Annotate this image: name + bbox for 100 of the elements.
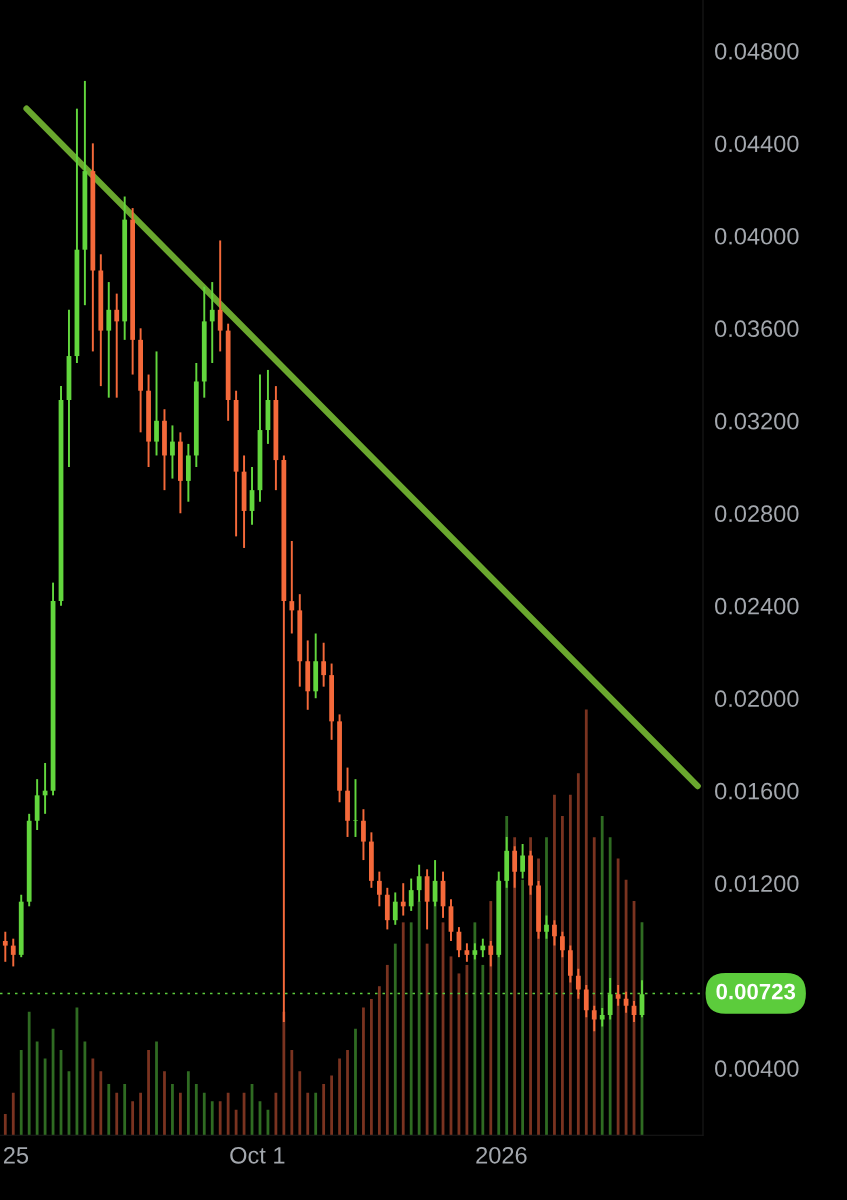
bar <box>600 815 604 1136</box>
y-tick-label: 0.04000 <box>715 227 799 245</box>
y-tick-label: 0.04400 <box>715 135 799 153</box>
candlestick <box>552 919 557 947</box>
bar <box>107 1084 111 1136</box>
y-tick-label: 0.01600 <box>715 782 799 800</box>
x-tick-label: Oct 1 <box>230 1146 285 1164</box>
bar <box>171 1084 174 1136</box>
bar <box>194 1084 198 1136</box>
bar <box>473 922 477 1136</box>
candlestick <box>10 937 16 968</box>
bar <box>218 1101 222 1136</box>
bar <box>202 1092 206 1136</box>
y-tick-label: 0.02400 <box>715 597 799 615</box>
bar <box>123 1084 127 1136</box>
bar <box>481 964 485 1136</box>
candlestick <box>416 863 422 903</box>
candlestick <box>217 239 223 353</box>
bar <box>322 1084 326 1136</box>
candlestick <box>106 281 112 399</box>
candlestick <box>512 845 518 889</box>
y-tick-label: 0.02800 <box>715 505 799 523</box>
bar <box>354 1028 357 1136</box>
bar <box>370 998 373 1136</box>
candlestick <box>392 891 398 926</box>
bar <box>282 1011 286 1136</box>
bar <box>290 1050 294 1136</box>
bar <box>35 1041 39 1136</box>
bar <box>616 858 620 1136</box>
candlestick <box>400 882 406 917</box>
bar <box>19 1050 23 1136</box>
bar <box>139 1092 142 1136</box>
candlestick <box>114 292 120 399</box>
candlestick <box>464 942 470 963</box>
candlestick <box>408 877 414 912</box>
bar <box>377 986 381 1136</box>
candlestick <box>575 967 581 1000</box>
candlestick <box>520 842 525 880</box>
bar <box>545 837 548 1136</box>
bar <box>179 1092 182 1136</box>
bar <box>553 794 556 1136</box>
bar <box>3 1113 7 1136</box>
candlestick <box>615 983 621 1007</box>
bar <box>131 1101 135 1136</box>
ref-line-label: 0.00723 <box>716 983 796 1000</box>
bar <box>210 1101 214 1136</box>
bar <box>489 901 493 1136</box>
candlestick <box>353 778 358 838</box>
bar <box>561 815 564 1136</box>
bar <box>155 1041 158 1136</box>
bar <box>83 1041 87 1136</box>
candlestick <box>583 983 589 1019</box>
bar <box>425 943 429 1136</box>
bar <box>568 794 572 1136</box>
bar <box>147 1050 150 1136</box>
candlestick <box>2 930 8 963</box>
bar <box>592 837 596 1136</box>
bar <box>99 1071 103 1136</box>
candlestick <box>170 424 175 480</box>
candlestick <box>289 540 295 635</box>
bar <box>417 901 421 1136</box>
candlestick <box>376 870 382 908</box>
candlestick <box>480 937 486 959</box>
bar <box>393 943 397 1136</box>
bar <box>362 1007 365 1136</box>
bar <box>186 1071 190 1136</box>
x-tick-label: 25 <box>3 1146 29 1164</box>
bar <box>576 773 580 1136</box>
candlestick <box>488 940 494 968</box>
bar <box>346 1050 349 1136</box>
bar <box>338 1058 341 1136</box>
bar <box>314 1092 318 1136</box>
y-tick-label: 0.01200 <box>715 875 799 892</box>
y-tick-label: 0.03600 <box>715 320 799 338</box>
bar <box>27 1011 31 1136</box>
candlestick <box>361 808 366 862</box>
candlestick <box>591 1004 597 1033</box>
bar <box>385 964 389 1136</box>
bar <box>115 1092 119 1136</box>
candlestick <box>209 281 215 364</box>
bar <box>401 922 405 1136</box>
bar <box>298 1071 302 1136</box>
bar <box>330 1075 333 1136</box>
candlestick <box>321 641 327 688</box>
bar <box>584 709 588 1136</box>
bar <box>306 1092 310 1136</box>
candlestick <box>154 350 159 457</box>
x-tick-label: 2026 <box>476 1146 527 1164</box>
y-tick-label: 0.04800 <box>715 42 799 60</box>
bar <box>226 1092 230 1136</box>
candlestick <box>599 1007 605 1028</box>
bar <box>11 1092 15 1136</box>
bar <box>91 1058 95 1136</box>
y-tick-label: 0.02000 <box>715 690 799 708</box>
y-tick-label: 0.03200 <box>715 412 799 430</box>
bar <box>163 1071 166 1136</box>
bar <box>521 879 525 1136</box>
candlestick <box>560 930 565 959</box>
candlestick <box>544 914 549 940</box>
y-tick-label: 0.00400 <box>715 1060 799 1077</box>
